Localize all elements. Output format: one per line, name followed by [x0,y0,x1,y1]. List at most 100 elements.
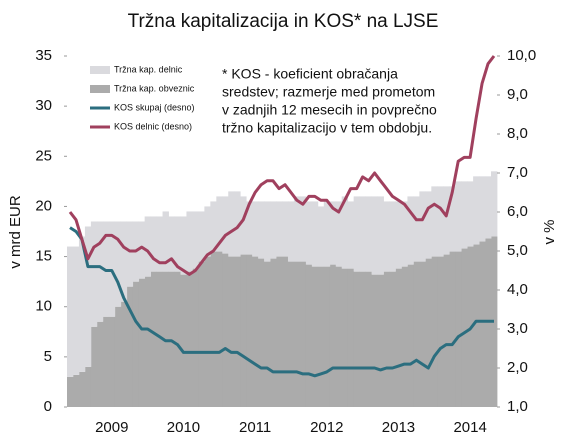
y2-tick-label: 6,0 [507,203,528,220]
y-tick-label: 35 [35,47,52,64]
y-tick-label: 25 [35,147,52,164]
area-bar [168,216,175,272]
area-bar [299,196,307,262]
y2-axis-label: v % [541,219,558,244]
area-bar [287,261,295,407]
overlay: Tržna kap. delnic Tržna kap. obveznic KOS … [90,64,437,136]
area-bar [485,176,492,239]
area-bar [389,201,396,272]
area-bar [234,256,241,407]
area-bar [401,266,408,407]
y-tick-label: 30 [35,97,52,114]
area-bar [347,201,355,269]
area-bar [341,196,349,269]
area-bar [323,266,331,407]
annotation: tržno kapitalizacijo v tem obdobju. [222,120,432,136]
area-bar [252,201,259,257]
area-bar [222,196,229,254]
area-bar [437,256,444,407]
area-bar [126,221,134,287]
area-bar [377,196,384,275]
area-bar [114,306,122,407]
area-bar [240,254,247,407]
area-bar [443,186,450,255]
area-bar [455,251,462,407]
area-bar [485,238,492,407]
area-bar [240,196,247,255]
area-bar [150,216,157,272]
area-bar [419,191,426,262]
area-bar [491,171,498,237]
area-bar [204,206,211,257]
area-bar [317,266,325,407]
y2-tick-label: 4,0 [507,281,528,298]
area-bar [252,256,259,407]
x-tick-label: 2010 [167,419,200,436]
area-bar [84,366,92,407]
area-bar [407,264,414,407]
area-bar [234,191,241,257]
area-bar [67,376,74,407]
area-bar [90,221,98,327]
area-bar [473,176,480,245]
y2-tick-label: 2,0 [507,359,528,376]
area-bar [293,196,301,262]
area-bar [401,201,408,267]
area-bar [299,261,307,407]
area-bar [353,271,361,407]
area-bar [425,191,432,259]
area-bar [186,271,193,407]
area-bar [461,248,468,407]
area-bar [341,268,349,407]
area-bar [389,271,396,407]
area-bar [156,216,163,272]
area-bar [78,371,86,407]
x-tick-label: 2013 [382,419,415,436]
area-bar [180,274,187,407]
area-bar [383,271,390,407]
x-tick-label: 2012 [310,419,343,436]
y-tick-label: 15 [35,248,52,265]
area-bar [395,201,402,269]
area-bar [198,211,205,262]
area-bar [258,201,265,259]
area-bar [72,246,80,375]
area-bar [264,261,271,407]
area-bar [228,191,235,257]
area-bar [377,274,384,407]
area-bar [67,246,74,377]
area-bar [180,216,187,275]
area-bar [204,256,211,407]
area-bar [192,268,199,407]
x-tick-label: 2011 [239,419,271,436]
area-bar [126,286,134,407]
area-bar [371,274,378,407]
legend-label: Tržna kap. delnic [114,64,183,74]
area-bar [144,216,152,277]
line-series [68,55,496,276]
y2-tick-label: 9,0 [507,86,528,103]
area-bar [270,258,277,407]
area-bar [264,201,271,262]
area-bar [335,266,343,407]
legend-label: KOS delnic (desno) [114,121,192,131]
area-bar [270,201,277,259]
area-bar [282,256,289,407]
y-tick-label: 20 [35,197,52,214]
area-bar [329,264,337,407]
area-bar [210,201,217,252]
area-bar [144,276,152,407]
area-bar [419,261,426,407]
area-bar [120,221,128,302]
area-bar [395,268,402,407]
area-bar [287,201,295,262]
area-bar [293,261,301,407]
y-tick-label: 0 [44,398,52,415]
legend-swatch [90,66,110,74]
area-bar [222,253,229,407]
line-series [69,226,494,378]
area-bar [335,201,343,267]
area-bar [174,271,181,407]
area-bar [305,201,313,265]
y-axis-label: v mrd EUR [7,195,24,269]
